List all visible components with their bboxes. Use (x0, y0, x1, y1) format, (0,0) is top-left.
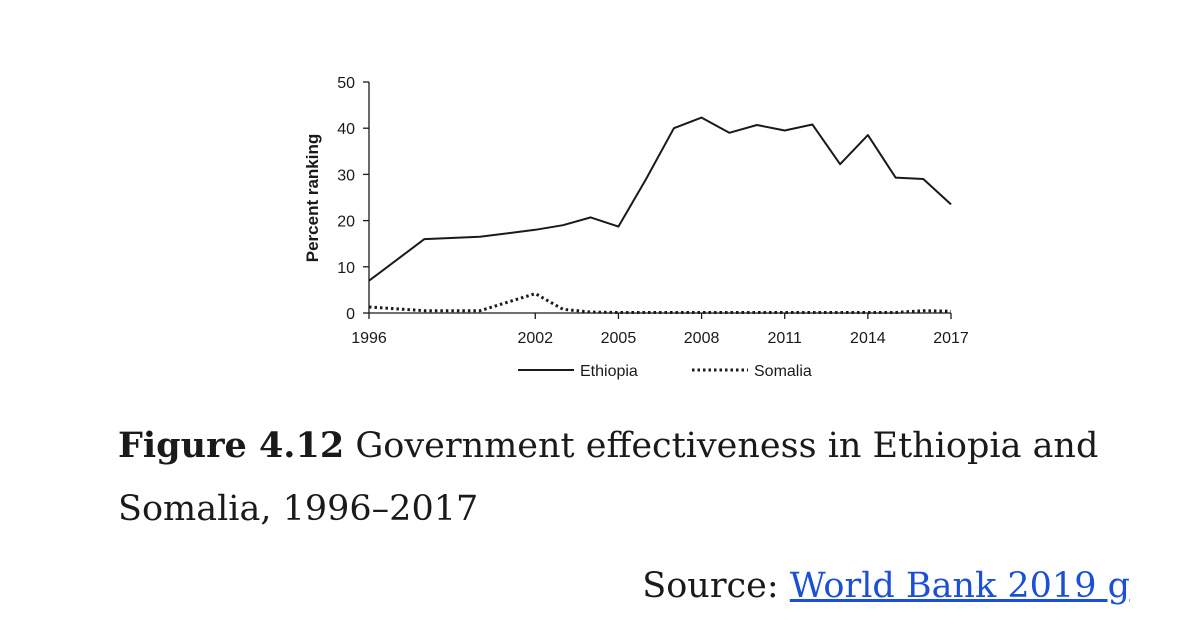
x-tick-label: 2017 (933, 330, 969, 347)
x-tick-label: 2008 (684, 330, 720, 347)
x-tick-label: 2005 (601, 330, 637, 347)
source-prefix: Source: (642, 566, 790, 606)
y-tick-label: 0 (346, 306, 355, 323)
x-tick-label: 2014 (850, 330, 886, 347)
x-tick-label: 1996 (351, 330, 387, 347)
x-axis: 1996 2002 2005 2008 2011 2014 2017 (351, 312, 969, 347)
line-chart: 0 10 20 30 40 50 1996 2002 2005 2008 2011 2014 2017… (303, 75, 969, 380)
legend-label-somalia: Somalia (754, 363, 812, 380)
figure-caption: Figure 4.12 Government effectiveness in … (118, 414, 1158, 541)
y-tick-label: 20 (337, 214, 355, 231)
legend-label-ethiopia: Ethiopia (580, 363, 638, 380)
series-somalia-line (368, 292, 952, 314)
figure-caption-text: Government effectiveness in Ethiopia and… (118, 426, 1099, 529)
x-tick-label: 2011 (768, 330, 803, 347)
series-group (368, 116, 952, 314)
figure-label: Figure 4.12 (118, 425, 345, 466)
source-link[interactable]: World Bank 2019 g (789, 566, 1130, 606)
y-axis-label: Percent ranking (303, 134, 322, 263)
y-axis: 0 10 20 30 40 50 (337, 75, 370, 323)
y-tick-label: 40 (337, 121, 355, 138)
y-tick-label: 30 (337, 167, 355, 184)
y-tick-label: 10 (337, 260, 355, 277)
y-tick-label: 50 (337, 75, 355, 92)
series-ethiopia-line (368, 116, 952, 282)
legend: Ethiopia Somalia (518, 363, 812, 380)
source-line: Source: World Bank 2019 g (642, 566, 1130, 606)
x-tick-label: 2002 (517, 330, 553, 347)
